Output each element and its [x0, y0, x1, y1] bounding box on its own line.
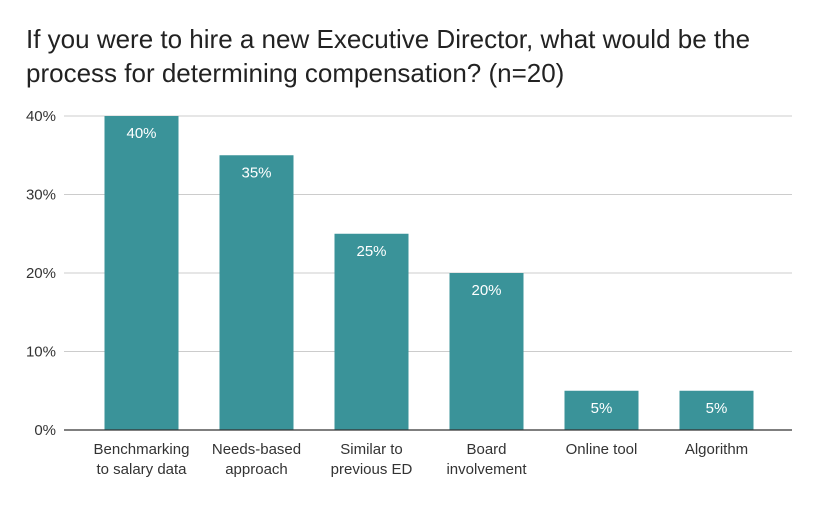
data-label: 5%: [591, 400, 613, 417]
y-tick-label: 20%: [26, 265, 56, 282]
chart-title: If you were to hire a new Executive Dire…: [26, 22, 806, 90]
x-tick-label-line: previous ED: [331, 461, 413, 478]
x-tick-label: Online tool: [566, 441, 638, 458]
bar: [104, 116, 179, 430]
x-tick-label: Similar to previous ED: [331, 441, 413, 478]
chart-title-line-2: process for determining compensation? (n…: [26, 58, 565, 88]
x-tick-label-line: approach: [225, 461, 288, 478]
x-tick-label-line: involvement: [446, 461, 527, 478]
x-tick-label: Needs-based approach: [212, 441, 301, 478]
x-tick-label-line: Needs-based: [212, 441, 301, 458]
y-tick-label: 40%: [26, 108, 56, 125]
data-label: 35%: [241, 164, 271, 181]
data-label: 25%: [356, 243, 386, 260]
bar: [219, 155, 294, 430]
x-tick-label-line: to salary data: [96, 461, 187, 478]
y-tick-label: 10%: [26, 344, 56, 361]
x-tick-label-line: Algorithm: [685, 441, 748, 458]
x-tick-label: Board involvement: [446, 441, 527, 478]
data-label: 5%: [706, 400, 728, 417]
y-tick-label: 30%: [26, 187, 56, 204]
y-tick-label: 0%: [34, 422, 56, 439]
bar: [334, 233, 409, 430]
bar: [449, 273, 524, 430]
bar: [564, 390, 639, 430]
x-tick-label: Algorithm: [685, 441, 748, 458]
bar: [679, 390, 754, 430]
x-tick-label-line: Similar to: [340, 441, 403, 458]
x-tick-label: Benchmarking to salary data: [94, 441, 190, 478]
chart-title-line-1: If you were to hire a new Executive Dire…: [26, 24, 751, 54]
x-tick-label-line: Online tool: [566, 441, 638, 458]
data-label: 40%: [126, 125, 156, 142]
x-tick-label-line: Board: [466, 441, 506, 458]
x-tick-label-line: Benchmarking: [94, 441, 190, 458]
data-label: 20%: [471, 282, 501, 299]
